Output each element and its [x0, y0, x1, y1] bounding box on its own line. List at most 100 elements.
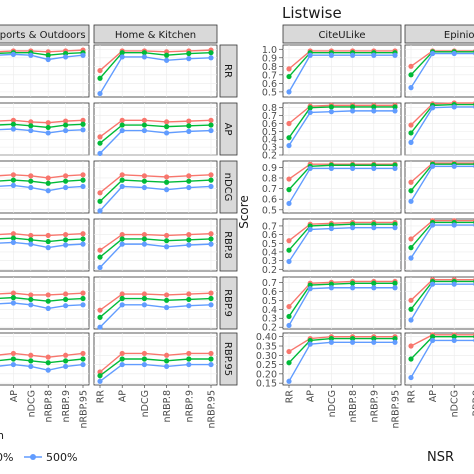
data-point-1-nrbp-8 — [45, 124, 51, 131]
data-point-1-nrbp-8 — [164, 124, 170, 130]
data-point-1-nrbp-9 — [63, 122, 69, 128]
strip-home-kitchen — [93, 24, 218, 44]
series-line-1 — [410, 280, 474, 310]
y-tick-label: 0.35 — [256, 342, 277, 353]
y-tick-label: 0.20 — [256, 369, 277, 380]
panel-epinions-ndcg — [404, 160, 474, 214]
data-point-2-nrbp-9 — [63, 184, 69, 191]
y-tick-label: 0.3 — [262, 314, 277, 325]
data-point-1-nrbp-8 — [164, 238, 170, 244]
data-point-0-ap — [10, 290, 16, 296]
data-point-2-rr — [408, 198, 414, 204]
data-point-0-ap — [10, 350, 16, 357]
series-line-1 — [0, 237, 84, 243]
panel-citeulike-rbp-8 — [282, 218, 402, 272]
data-point-2-rr — [408, 374, 414, 381]
row-strip-rbp-9 — [219, 276, 238, 330]
data-point-2-nrbp-95 — [80, 302, 86, 308]
panel-epinions-rbp-9 — [404, 276, 474, 330]
series-line-1 — [410, 51, 474, 76]
data-point-2-rr — [97, 378, 103, 384]
panel-home-kitchen-ndcg — [93, 160, 218, 214]
series-line-2 — [99, 129, 212, 154]
data-point-1-nrbp-8 — [45, 52, 51, 58]
data-point-2-ap — [307, 52, 313, 58]
y-tick-label: 0.4 — [262, 135, 277, 146]
series-line-0 — [410, 50, 474, 67]
panel-home-kitchen-rbp-95 — [93, 332, 218, 386]
data-point-2-rr — [97, 208, 103, 214]
x-tick-label-nrbp-95: nRBP.95 — [79, 390, 90, 429]
data-point-1-rr — [408, 130, 414, 136]
data-point-2-nrbp-9 — [186, 303, 192, 309]
data-point-2-nrbp-95 — [392, 339, 398, 345]
data-point-1-nrbp-95 — [80, 356, 86, 362]
series-line-1 — [288, 337, 395, 364]
strip-label-citeulike: CiteULike — [318, 30, 365, 41]
y-tick-label: 0.8 — [262, 173, 277, 184]
y-tick-label: 0.4 — [262, 305, 277, 316]
data-point-0-rr — [97, 369, 103, 375]
data-point-1-ndcg — [28, 358, 34, 364]
y-tick-label: 0.8 — [262, 103, 277, 114]
data-point-1-ndcg — [141, 50, 147, 56]
data-point-0-nrbp-8 — [164, 232, 170, 239]
panel-frame — [404, 160, 474, 214]
row-strip-label-rbp-8: RBP.8 — [222, 231, 233, 259]
facet-grid: Sports & Outdoors Home & Kitchen CiteULike… — [0, 24, 474, 429]
data-point-1-nrbp-8 — [45, 298, 51, 304]
data-point-2-nrbp-8 — [164, 187, 170, 193]
series-line-1 — [99, 179, 212, 202]
data-point-0-nrbp-9 — [63, 232, 69, 238]
y-tick-label: 0.4 — [262, 247, 277, 258]
data-point-0-rr — [408, 179, 414, 185]
row-strip-rbp-8 — [219, 218, 238, 272]
data-point-2-ap — [307, 165, 313, 172]
data-point-1-ndcg — [141, 178, 147, 184]
data-point-2-nrbp-8 — [164, 244, 170, 250]
series-line-2 — [99, 185, 212, 212]
panel-frame — [404, 102, 474, 156]
data-point-0-nrbp-9 — [186, 291, 192, 297]
series-line-2 — [288, 287, 395, 326]
data-point-0-rr — [408, 297, 414, 303]
panel-frame — [93, 276, 218, 330]
series-line-1 — [99, 297, 212, 318]
row-strip-label-rbp-9: RBP.9 — [222, 289, 233, 317]
data-point-2-ap — [10, 126, 16, 132]
data-point-2-nrbp-95 — [208, 183, 214, 190]
panel-home-kitchen-rr — [93, 44, 218, 98]
series-line-2 — [410, 224, 474, 259]
data-point-1-ap — [307, 105, 313, 111]
data-point-2-nrbp-9 — [186, 128, 192, 134]
data-point-0-ap — [10, 117, 16, 123]
data-point-0-rr — [408, 122, 414, 128]
data-point-1-nrbp-95 — [392, 104, 398, 110]
data-point-2-ap — [430, 105, 436, 111]
data-point-2-ndcg — [328, 109, 334, 115]
data-point-2-rr — [286, 89, 292, 95]
row-strip-ap — [219, 102, 238, 156]
data-point-1-ndcg — [28, 237, 34, 243]
strip-sports-outdoors — [0, 24, 90, 44]
series-line-1 — [410, 221, 474, 249]
data-point-1-rr — [408, 245, 414, 251]
data-point-1-ap — [119, 177, 125, 183]
data-point-0-nrbp-95 — [80, 231, 86, 237]
series-line-0 — [99, 174, 212, 194]
series-line-2 — [410, 52, 474, 88]
series-line-2 — [0, 363, 84, 371]
series-line-2 — [288, 54, 395, 93]
data-point-1-rr — [286, 187, 292, 193]
data-point-0-rr — [408, 236, 414, 242]
data-point-2-nrbp-8 — [350, 339, 356, 345]
series-line-0 — [99, 352, 211, 373]
data-point-1-nrbp-9 — [371, 280, 377, 286]
row-strip-label-ndcg: nDCG — [222, 173, 233, 202]
data-point-2-ndcg — [451, 104, 457, 110]
data-point-2-ndcg — [28, 241, 34, 247]
data-point-1-nrbp-9 — [371, 335, 377, 342]
data-point-2-nrbp-95 — [392, 52, 398, 58]
panel-epinions-rbp-95 — [404, 332, 474, 386]
data-point-1-rr — [286, 247, 292, 253]
